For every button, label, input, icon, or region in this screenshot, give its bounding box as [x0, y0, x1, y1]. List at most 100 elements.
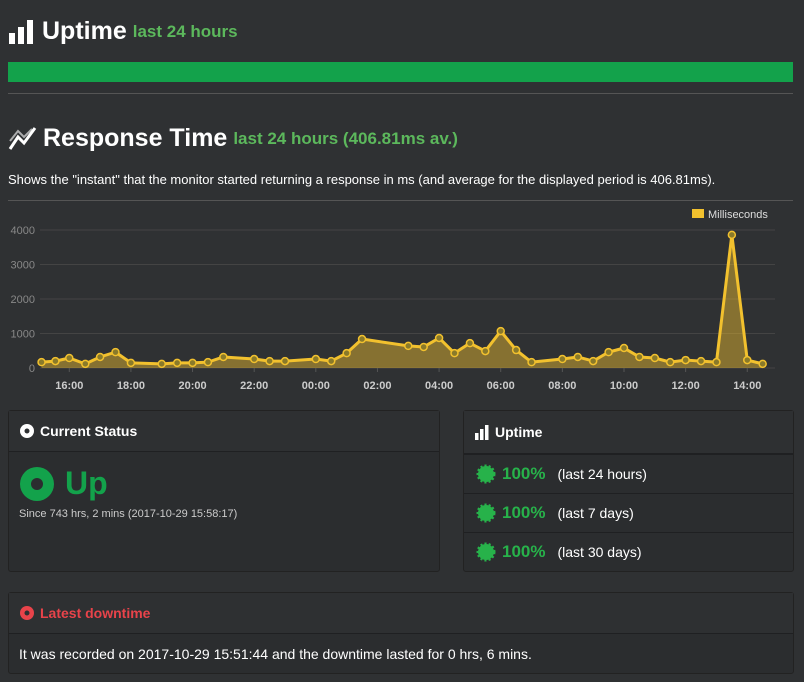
point [511, 345, 521, 355]
y-tick-label: 2000 [11, 294, 35, 306]
panel-header: Current Status [9, 411, 439, 452]
point [681, 355, 690, 365]
uptime-value: 100% [502, 503, 546, 522]
legend-label: Milliseconds [708, 209, 768, 221]
uptime-subtitle: last 24 hours [132, 21, 238, 41]
point [357, 334, 367, 344]
x-tick-label: 22:00 [240, 380, 268, 392]
point [37, 357, 46, 367]
x-tick-label: 18:00 [117, 380, 145, 392]
point [203, 357, 213, 367]
uptime-value: 100% [502, 464, 546, 483]
x-tick-label: 02:00 [363, 380, 391, 392]
x-tick-label: 08:00 [548, 380, 576, 392]
response-subtitle: last 24 hours (406.81ms av.) [233, 128, 458, 148]
up-icon [20, 466, 54, 501]
divider [8, 200, 793, 201]
point [573, 352, 583, 362]
panel-title: Uptime [495, 424, 543, 440]
point [650, 353, 660, 363]
downtime-icon [20, 606, 34, 620]
point [712, 357, 721, 367]
point [126, 358, 136, 368]
bar-icon [9, 19, 33, 44]
status-since: Since 743 hrs, 2 mins (2017-10-29 15:58:… [19, 508, 238, 520]
point [465, 338, 475, 348]
status-line: Up [19, 465, 439, 502]
bar-icon [475, 425, 489, 440]
point [604, 347, 613, 357]
point [527, 357, 536, 367]
x-tick-label: 04:00 [425, 380, 453, 392]
point [157, 359, 166, 369]
uptime-row: 100% (last 24 hours) [464, 454, 793, 493]
panel-title: Current Status [40, 423, 138, 439]
area-fill [41, 234, 763, 368]
point [481, 346, 490, 356]
uptime-period: (last 7 days) [557, 505, 634, 521]
point [558, 354, 567, 364]
response-title: Response Time [43, 124, 228, 152]
uptime-period: (last 30 days) [557, 544, 642, 560]
uptime-header: Uptime last 24 hours [8, 17, 238, 46]
x-tick-label: 12:00 [672, 380, 700, 392]
panel-header: Uptime [464, 411, 793, 454]
current-status-panel: Current Status Up Since 743 hrs, 2 mins … [8, 410, 440, 572]
point [496, 326, 505, 336]
point [111, 347, 120, 357]
panel-title: Latest downtime [40, 605, 151, 621]
point [342, 348, 351, 358]
point [65, 353, 74, 363]
point [219, 352, 228, 362]
badge-icon [476, 464, 496, 484]
trend-icon [8, 126, 37, 150]
badge-icon [476, 542, 496, 562]
response-description: Shows the "instant" that the monitor sta… [8, 172, 716, 187]
y-tick-label: 4000 [11, 225, 35, 237]
y-tick-label: 1000 [11, 329, 35, 341]
point [280, 356, 290, 366]
point [696, 356, 706, 366]
point [434, 333, 444, 343]
point [665, 357, 675, 367]
status-value: Up [65, 465, 108, 501]
status-icon [20, 424, 34, 438]
legend-swatch [692, 209, 704, 218]
point [188, 358, 197, 368]
uptime-row: 100% (last 7 days) [464, 493, 793, 532]
point [635, 352, 644, 362]
uptime-bar [8, 62, 793, 82]
x-tick-label: 20:00 [178, 380, 206, 392]
uptime-title: Uptime [42, 17, 127, 45]
uptime-period: (last 24 hours) [557, 466, 647, 482]
x-tick-label: 06:00 [487, 380, 515, 392]
uptime-row: 100% (last 30 days) [464, 532, 793, 571]
downtime-text: It was recorded on 2017-10-29 15:51:44 a… [19, 646, 532, 662]
point [326, 356, 336, 366]
point [172, 358, 182, 368]
x-tick-label: 16:00 [55, 380, 83, 392]
panel-header: Latest downtime [9, 593, 793, 634]
x-tick-label: 10:00 [610, 380, 638, 392]
y-tick-label: 0 [29, 363, 35, 375]
uptime-value: 100% [502, 542, 546, 561]
response-chart: 0 1000 2000 3000 4000 16:00 18:00 20:00 22:00 00:… [11, 209, 775, 392]
uptime-panel: Uptime 100% (last 24 hours) 100% (last 7 da… [463, 410, 794, 572]
point [450, 348, 459, 358]
downtime-panel: Latest downtime It was recorded on 2017-… [8, 592, 794, 674]
point [619, 343, 629, 353]
x-tick-label: 00:00 [302, 380, 330, 392]
point [265, 356, 274, 366]
point [758, 359, 767, 369]
divider [8, 93, 793, 94]
point [51, 356, 60, 366]
point [95, 352, 105, 362]
uptime-rows: 100% (last 24 hours) 100% (last 7 days) 100%… [464, 454, 793, 571]
point [404, 341, 413, 351]
y-tick-label: 3000 [11, 260, 35, 272]
badge-icon [476, 503, 496, 523]
point [249, 354, 259, 364]
point [727, 230, 737, 240]
point [311, 354, 321, 364]
